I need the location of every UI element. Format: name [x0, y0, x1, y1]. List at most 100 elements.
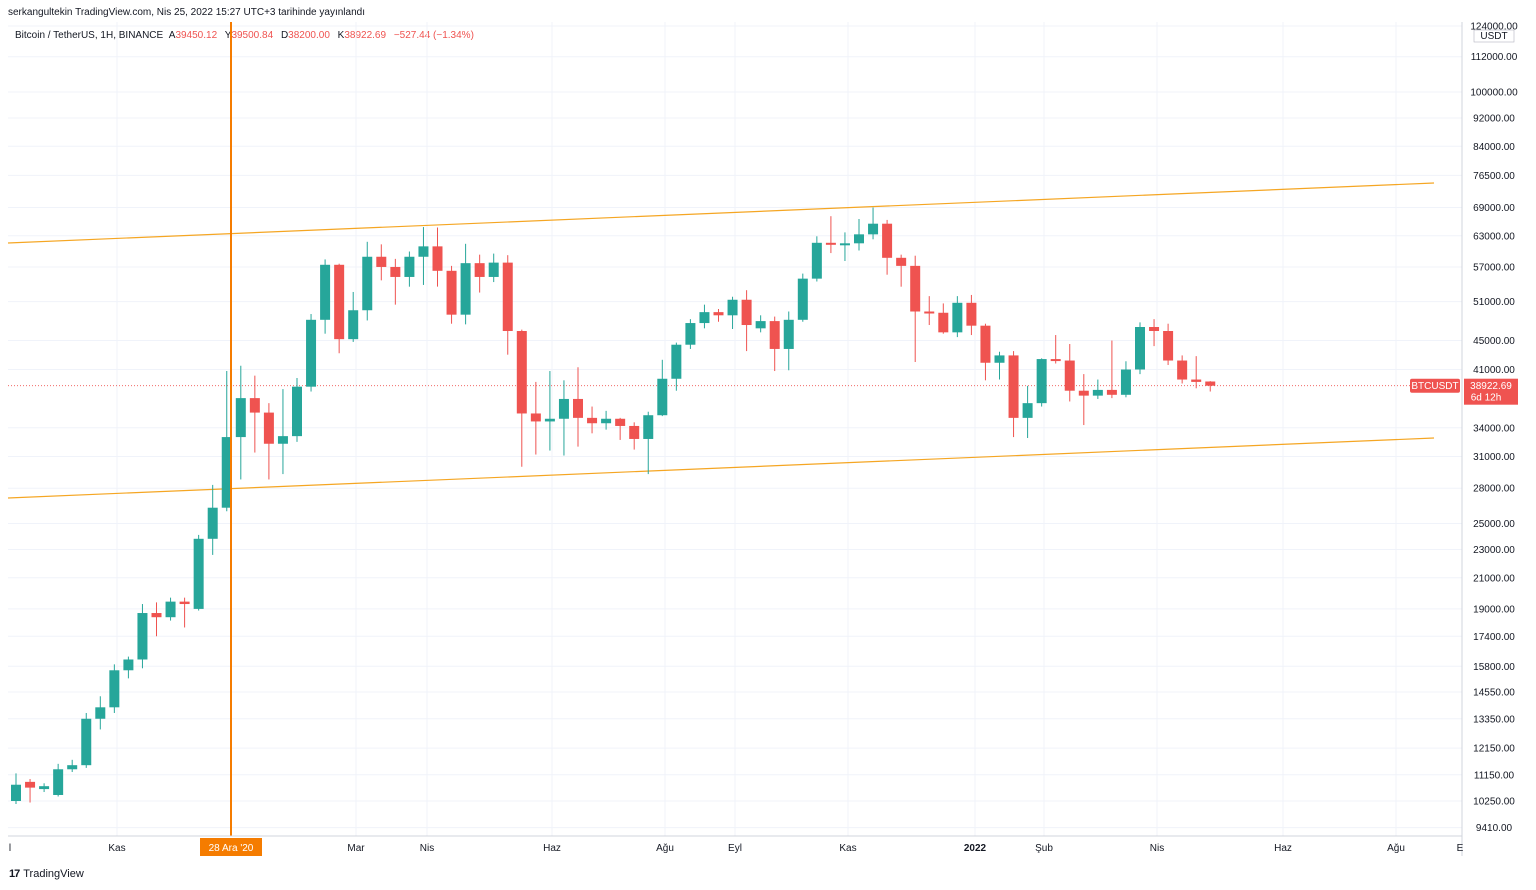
candle-body — [643, 415, 654, 439]
candle — [1050, 335, 1061, 364]
axes — [8, 22, 1463, 856]
y-tick-label: 21000.00 — [1473, 573, 1515, 584]
candle — [1092, 379, 1103, 399]
y-tick-label: 28000.00 — [1473, 484, 1515, 495]
candle-body — [53, 769, 64, 795]
candle-body — [221, 437, 232, 508]
candle — [938, 303, 949, 334]
candle — [854, 218, 864, 251]
candle — [811, 236, 822, 282]
candle — [249, 375, 260, 453]
candle — [741, 290, 752, 352]
candle-body — [1163, 331, 1174, 361]
y-tick-label: 15800.00 — [1473, 662, 1515, 673]
publisher-note: serkangultekin TradingView.com, Nis 25, … — [8, 7, 365, 18]
candle — [221, 371, 232, 512]
candle-body — [769, 321, 780, 349]
candle — [1078, 374, 1089, 426]
candle — [488, 253, 499, 283]
candle-body — [334, 264, 345, 340]
price-axis[interactable]: 124000.00 112000.00 100000.00 92000.00 84000… — [1470, 22, 1518, 835]
candle — [643, 411, 654, 475]
candle — [601, 410, 612, 430]
candle-body — [797, 278, 808, 320]
price-tag-countdown: 6d 12h — [1471, 393, 1502, 404]
x-tick-label: 2022 — [964, 843, 987, 854]
candle — [376, 244, 387, 281]
y-tick-label: 23000.00 — [1473, 545, 1515, 556]
price-tag-box — [1464, 378, 1518, 405]
candle-body — [474, 263, 485, 277]
candle-body — [1120, 369, 1131, 395]
candle — [573, 367, 583, 447]
symbol-tag-box — [1410, 378, 1460, 393]
symbol-name: Bitcoin / TetherUS, 1H, BINANCE — [15, 30, 164, 41]
candle — [334, 263, 345, 354]
candle — [320, 259, 331, 334]
open-label: A — [168, 30, 176, 41]
candle — [1177, 355, 1188, 384]
candle-body — [952, 302, 963, 333]
candle-body — [165, 601, 176, 618]
candle — [685, 319, 696, 349]
candle — [797, 273, 808, 322]
x-tick-label: Nis — [1150, 843, 1164, 854]
candle — [193, 534, 204, 611]
candle — [558, 380, 569, 456]
candle — [306, 314, 317, 392]
candle — [882, 219, 893, 275]
x-tick-label: Ağu — [1387, 843, 1405, 854]
candle — [404, 251, 415, 287]
candle-body — [249, 398, 260, 413]
candle-body — [1078, 390, 1089, 396]
candle-body — [516, 331, 527, 414]
candle — [25, 779, 36, 803]
candle — [418, 227, 429, 285]
candle — [348, 291, 359, 342]
y-tick-label: 100000.00 — [1470, 88, 1518, 99]
candle-body — [179, 601, 190, 605]
candle-body — [292, 386, 302, 437]
close-label: K — [337, 30, 345, 41]
candle-body — [263, 412, 274, 444]
x-tick-label: Nis — [420, 843, 434, 854]
candle-body — [502, 262, 513, 332]
axis-currency-box — [1473, 29, 1515, 43]
candle — [1163, 323, 1174, 365]
y-tick-label: 124000.00 — [1470, 22, 1518, 33]
candle-body — [1205, 381, 1216, 386]
candle-body — [1008, 355, 1019, 418]
candle-body — [1092, 389, 1103, 396]
open-value: 39450.12 — [175, 30, 218, 41]
candle — [235, 365, 246, 480]
candle-body — [727, 299, 738, 316]
time-axis[interactable]: l Kas Mar Nis Haz Ağu Eyl Kas 2022 Şub Nis Haz Ağu E 2… — [9, 838, 1464, 856]
axis-currency: USDT — [1480, 31, 1507, 42]
candle-body — [629, 425, 640, 439]
tradingview-brand: TradingView — [23, 868, 84, 880]
candle-body — [376, 256, 387, 267]
candle — [432, 227, 443, 287]
candle — [292, 377, 302, 442]
candle — [95, 696, 106, 730]
candle — [446, 265, 457, 324]
candle — [109, 664, 120, 713]
candle-body — [573, 398, 583, 418]
candle-body — [910, 265, 921, 312]
candle-body — [558, 398, 569, 419]
tradingview-logo[interactable]: 17 TradingView — [9, 868, 84, 880]
candles — [11, 207, 1216, 805]
candle — [165, 597, 176, 621]
tv-logo-icon: 17 — [9, 868, 20, 880]
low-value: 38200.00 — [288, 30, 330, 41]
date-marker-box — [200, 838, 262, 856]
candle-body — [896, 257, 907, 266]
x-tick-label: l — [9, 843, 11, 854]
candle-body — [699, 312, 710, 324]
x-tick-label: Kas — [108, 843, 125, 854]
candle-body — [320, 264, 331, 320]
x-tick-label: Şub — [1035, 843, 1053, 854]
candle-body — [825, 242, 836, 245]
candle-body — [755, 321, 766, 329]
